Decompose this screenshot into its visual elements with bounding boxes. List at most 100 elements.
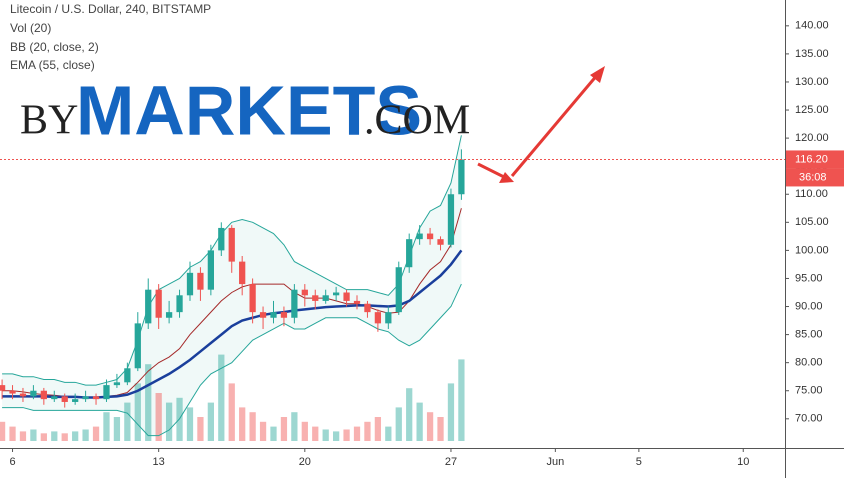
candle-body [9, 390, 16, 394]
y-tick-label: 95.00 [795, 272, 823, 284]
candle-body [165, 312, 173, 318]
candle-body [458, 159, 465, 195]
candle-body [312, 295, 319, 301]
bollinger-band-fill [2, 135, 462, 436]
volume-bar [312, 426, 319, 441]
volume-bar [207, 402, 214, 441]
countdown-box [786, 168, 844, 187]
volume-bar [92, 426, 100, 441]
y-tick-label: 85.00 [795, 329, 823, 341]
volume-bar [218, 354, 225, 441]
volume-bar [280, 417, 288, 441]
x-tick-label: 5 [636, 456, 642, 468]
x-tick-label: 27 [445, 456, 457, 468]
x-tick-label: 13 [153, 456, 165, 468]
candle-body [176, 295, 183, 313]
candle-body [416, 233, 423, 240]
candle-body [218, 227, 225, 251]
indicator-label: EMA (55, close) [10, 58, 95, 72]
volume-bar [239, 407, 246, 441]
x-tick-label: 20 [299, 456, 311, 468]
volume-bar [145, 364, 152, 441]
candle-body [249, 284, 256, 313]
candle-body [207, 250, 214, 290]
chart-title: Litecoin / U.S. Dollar, 240, BITSTAMP [10, 2, 211, 16]
indicator-label: BB (20, close, 2) [10, 40, 99, 54]
volume-bar [61, 433, 68, 441]
candle-body [0, 385, 6, 391]
candle-body [155, 289, 162, 318]
indicator-line [2, 249, 463, 399]
volume-bar [353, 426, 361, 441]
volume-bar [426, 412, 434, 441]
candle-body [82, 396, 89, 400]
candle-body [30, 390, 37, 397]
y-tick-label: 130.00 [795, 76, 829, 88]
candle-body [291, 289, 298, 318]
candle-body [353, 300, 361, 304]
candle-body [332, 292, 340, 296]
indicator-label: Vol (20) [10, 21, 51, 35]
volume-bar [40, 433, 47, 441]
volume-bar [374, 417, 382, 441]
y-tick-label: 70.00 [795, 413, 823, 425]
volume-bar [270, 426, 277, 441]
volume-bar [322, 429, 329, 441]
indicator-line [2, 135, 462, 386]
volume-bar [0, 421, 6, 441]
volume-bar [30, 429, 37, 441]
volume-bar [72, 431, 79, 441]
volume-bar [165, 402, 173, 441]
volume-bar [437, 417, 444, 441]
watermark: BY [20, 98, 78, 144]
candle-body [19, 393, 27, 397]
candle-body [92, 396, 100, 400]
candle-body [395, 267, 402, 313]
candle-body [145, 289, 152, 324]
candle-body [61, 396, 68, 402]
candle-body [124, 368, 131, 383]
y-tick-label: 100.00 [795, 244, 829, 256]
volume-bar [9, 426, 16, 441]
volume-bar [113, 417, 121, 441]
candle-body [447, 194, 455, 245]
volume-bar [416, 402, 423, 441]
candle-body [385, 312, 392, 324]
candle-body [343, 292, 350, 301]
candle-body [270, 312, 277, 318]
volume-bar [228, 383, 235, 441]
volume-bar [249, 412, 256, 441]
candle-body [374, 312, 382, 324]
volume-bar [82, 429, 89, 441]
y-tick-label: 125.00 [795, 104, 829, 116]
x-tick-label: 10 [737, 456, 749, 468]
candle-body [301, 289, 308, 296]
candle-body [72, 399, 79, 402]
last-price-label: 116.20 [795, 153, 828, 165]
candle-body [103, 385, 110, 400]
volume-bar [406, 388, 413, 441]
y-tick-label: 120.00 [795, 132, 829, 144]
candle-body [259, 312, 267, 318]
volume-bar [51, 431, 58, 441]
candle-body [322, 295, 329, 301]
volume-bar [447, 383, 455, 441]
candle-body [280, 312, 288, 318]
candle-body [113, 382, 121, 386]
volume-bar [332, 431, 340, 441]
candle-body [406, 239, 413, 268]
volume-bar [134, 383, 141, 441]
candle-body [40, 390, 47, 400]
countdown-label: 36:08 [799, 171, 827, 183]
y-tick-label: 110.00 [795, 188, 828, 200]
candle-body [426, 233, 434, 240]
candle-body [51, 396, 58, 400]
y-tick-label: 140.00 [795, 20, 829, 32]
x-tick-label: 6 [9, 456, 15, 468]
volume-bar [385, 426, 392, 441]
candle-body [437, 239, 444, 245]
volume-bar [259, 421, 267, 441]
volume-bar [291, 412, 298, 441]
watermark: .COM [364, 98, 470, 144]
